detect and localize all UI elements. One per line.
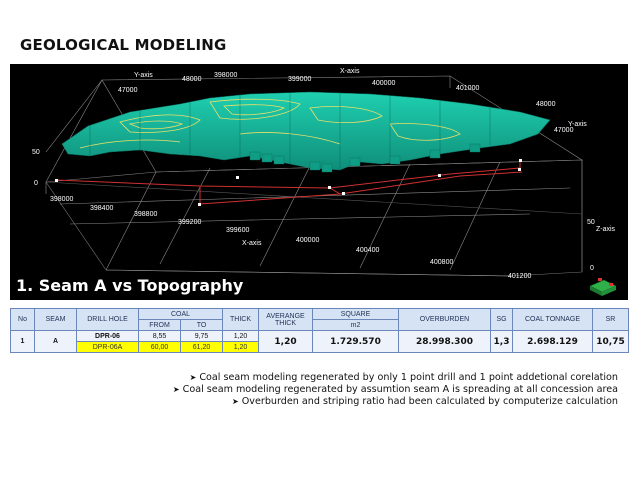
cell-coal-tonnage: 2.698.129 (512, 330, 593, 353)
header-coal: COAL (138, 308, 223, 320)
bottom-x-tick-3: 398800 (134, 211, 157, 218)
drill-points (55, 159, 522, 206)
arrow-bullet-icon: ➤ (189, 373, 197, 382)
header-thick: THICK (222, 308, 259, 331)
header-sg: SG (490, 308, 513, 331)
arrow-bullet-icon: ➤ (232, 397, 239, 406)
left-z-tick-1: 50 (32, 149, 40, 156)
left-z-tick-2: 0 (34, 180, 38, 187)
bottom-x-tick-6: 400000 (296, 237, 319, 244)
cell-thick-1: 1,20 (222, 330, 259, 342)
header-square: SQUARE (312, 308, 399, 320)
table-row: DPR-06A 60,00 61,20 1,20 (11, 341, 629, 353)
top-x-tick-3: 400000 (372, 80, 395, 87)
cell-drill-2: DPR-06A (76, 341, 139, 353)
top-x-tick-2: 399000 (288, 76, 311, 83)
cell-sr: 10,75 (592, 330, 629, 353)
cell-sg: 1,3 (490, 330, 513, 353)
y-axis-label-right: Y-axis (568, 121, 587, 128)
3d-model-viewport[interactable]: Y-axis X-axis 48000 47000 398000 399000 … (10, 64, 628, 300)
header-no: No (10, 308, 35, 331)
cell-from-2: 60,00 (138, 341, 181, 353)
right-y-tick-1: 48000 (536, 101, 556, 108)
cell-from-1: 8,55 (138, 330, 181, 342)
right-y-tick-2: 47000 (554, 127, 574, 134)
top-x-tick-4: 401000 (456, 85, 479, 92)
cell-average-thick: 1,20 (258, 330, 313, 353)
top-y-tick-2: 47000 (118, 87, 138, 94)
header-seam: SEAM (34, 308, 77, 331)
cell-thick-2: 1,20 (222, 341, 259, 353)
header-from: FROM (138, 319, 181, 331)
top-y-tick-1: 48000 (182, 76, 202, 83)
arrow-bullet-icon: ➤ (172, 385, 180, 394)
cell-no: 1 (10, 330, 35, 353)
table-row: 1 A DPR-06 8,55 9,75 1,20 1,20 1.729.570… (10, 330, 629, 353)
bottom-x-tick-8: 400800 (430, 259, 453, 266)
3d-model-canvas: Y-axis X-axis 48000 47000 398000 399000 … (32, 68, 617, 296)
bottom-x-tick-5: 399600 (226, 227, 249, 234)
bottom-x-tick-1: 398000 (50, 196, 73, 203)
orientation-widget-icon (589, 278, 617, 296)
header-to: TO (180, 319, 223, 331)
header-average-thick: AVERANGE THICK (258, 308, 313, 331)
cell-square: 1.729.570 (312, 330, 399, 353)
right-z-tick-2: 0 (590, 265, 594, 272)
seam-table: No SEAM DRILL HOLE COAL THICK AVERANGE T… (10, 308, 629, 353)
topography-surface (61, 91, 551, 173)
right-z-tick-1: 50 (587, 219, 595, 226)
x-axis-label-bottom: X-axis (242, 240, 262, 247)
header-square-unit: m2 (312, 319, 399, 331)
header-coal-tonnage: COAL TONNAGE (512, 308, 593, 331)
grid-box (45, 75, 583, 277)
cell-seam: A (34, 330, 77, 353)
note-item: ➤ Coal seam modeling regenerated by only … (189, 372, 618, 383)
cell-drill-1: DPR-06 (76, 330, 139, 342)
note-item: ➤ Coal seam modeling regenerated by assum… (172, 384, 618, 395)
seam-outline (55, 160, 523, 205)
bottom-x-tick-2: 398400 (90, 205, 113, 212)
y-axis-label: Y-axis (134, 72, 153, 79)
header-drill-hole: DRILL HOLE (76, 308, 139, 331)
bottom-x-tick-7: 400400 (356, 247, 379, 254)
header-overburden: OVERBURDEN (398, 308, 491, 331)
notes-list: ➤ Coal seam modeling regenerated by only … (173, 372, 618, 408)
note-item: ➤ Overburden and striping ratio had been … (232, 396, 618, 407)
bottom-x-tick-9: 401200 (508, 273, 531, 280)
header-sr: SR (592, 308, 629, 331)
bottom-x-tick-4: 399200 (178, 219, 201, 226)
cell-to-1: 9,75 (180, 330, 223, 342)
page-title: GEOLOGICAL MODELING (20, 36, 227, 54)
cell-overburden: 28.998.300 (398, 330, 491, 353)
seam-caption: 1. Seam A vs Topography (16, 276, 244, 295)
cell-to-2: 61,20 (180, 341, 223, 353)
top-x-tick-1: 398000 (214, 72, 237, 79)
x-axis-label: X-axis (340, 68, 360, 75)
z-axis-label: Z-axis (596, 226, 616, 233)
